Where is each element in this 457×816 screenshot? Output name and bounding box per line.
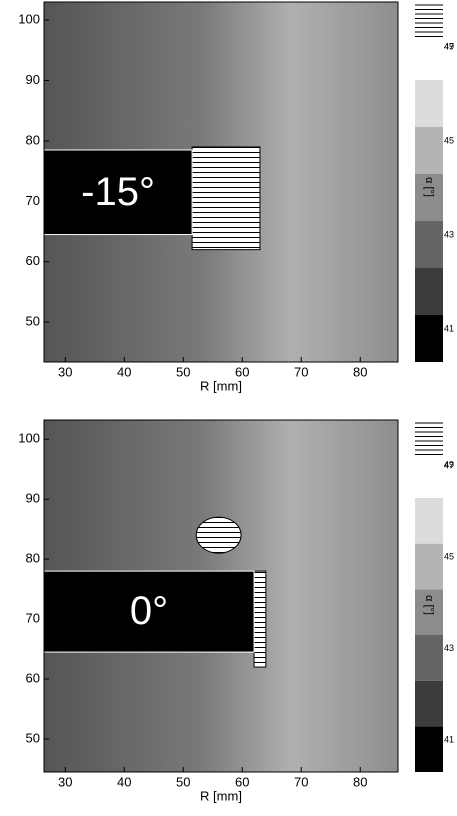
colorbar-level [415,315,443,362]
y-tick-label: 70 [26,193,40,208]
colorbar-tick-label: 49 [444,41,454,51]
y-tick-label: 90 [26,491,40,506]
x-tick-label: 70 [294,774,308,789]
colorbar-tick-label: 49 [444,459,454,469]
colorbar-tick-label: 47 [444,460,454,470]
colorbar-level [415,680,443,727]
panel-label: 0° [130,589,168,633]
hatched-region [191,146,261,251]
colorbar-level [415,80,443,127]
y-tick-label: 50 [26,314,40,329]
plot-frame [43,419,399,773]
hatched-region [195,516,242,554]
colorbar-level [415,174,443,221]
colorbar-level [415,221,443,268]
plot-frame [43,1,399,363]
y-tick-label: 60 [26,670,40,685]
colorbar-level [415,127,443,174]
colorbar-label: α [°] [423,595,435,615]
x-tick-label: 80 [353,364,367,379]
colorbar-level [415,498,443,544]
x-tick-label: 30 [58,774,72,789]
panel-label: -15° [81,170,155,214]
y-tick-label: 90 [26,72,40,87]
colorbar-label: α [°] [423,177,435,197]
y-tick-label: 80 [26,551,40,566]
x-axis-label: R [mm] [200,788,242,803]
y-tick-label: 50 [26,730,40,745]
colorbar-tick-label: 43 [444,643,454,653]
y-tick-label: 100 [18,12,40,27]
x-tick-label: 40 [117,774,131,789]
x-tick-label: 40 [117,364,131,379]
colorbar-tick-label: 41 [444,734,454,744]
colorbar-level [415,635,443,681]
colorbar-level [415,726,443,772]
colorbar-level [415,589,443,635]
x-tick-label: 70 [294,364,308,379]
colorbar-level [415,268,443,315]
x-tick-label: 60 [235,364,249,379]
x-tick-label: 60 [235,774,249,789]
colorbar-tick-label: 45 [444,135,454,145]
colorbar-tick-label: 45 [444,552,454,562]
y-tick-label: 80 [26,132,40,147]
x-tick-label: 30 [58,364,72,379]
y-tick-label: 70 [26,611,40,626]
colorbar-tick-label: 41 [444,323,454,333]
colorbar-level [415,543,443,590]
colorbar-tick-label: 47 [444,41,454,51]
x-tick-label: 80 [353,774,367,789]
y-tick-label: 100 [18,431,40,446]
hatched-region [253,570,267,668]
x-tick-label: 50 [176,774,190,789]
y-tick-label: 60 [26,253,40,268]
colorbar-tick-label: 43 [444,229,454,239]
x-axis-label: R [mm] [200,378,242,393]
blade-block [43,149,193,236]
x-tick-label: 50 [176,364,190,379]
blade-block [43,570,255,653]
